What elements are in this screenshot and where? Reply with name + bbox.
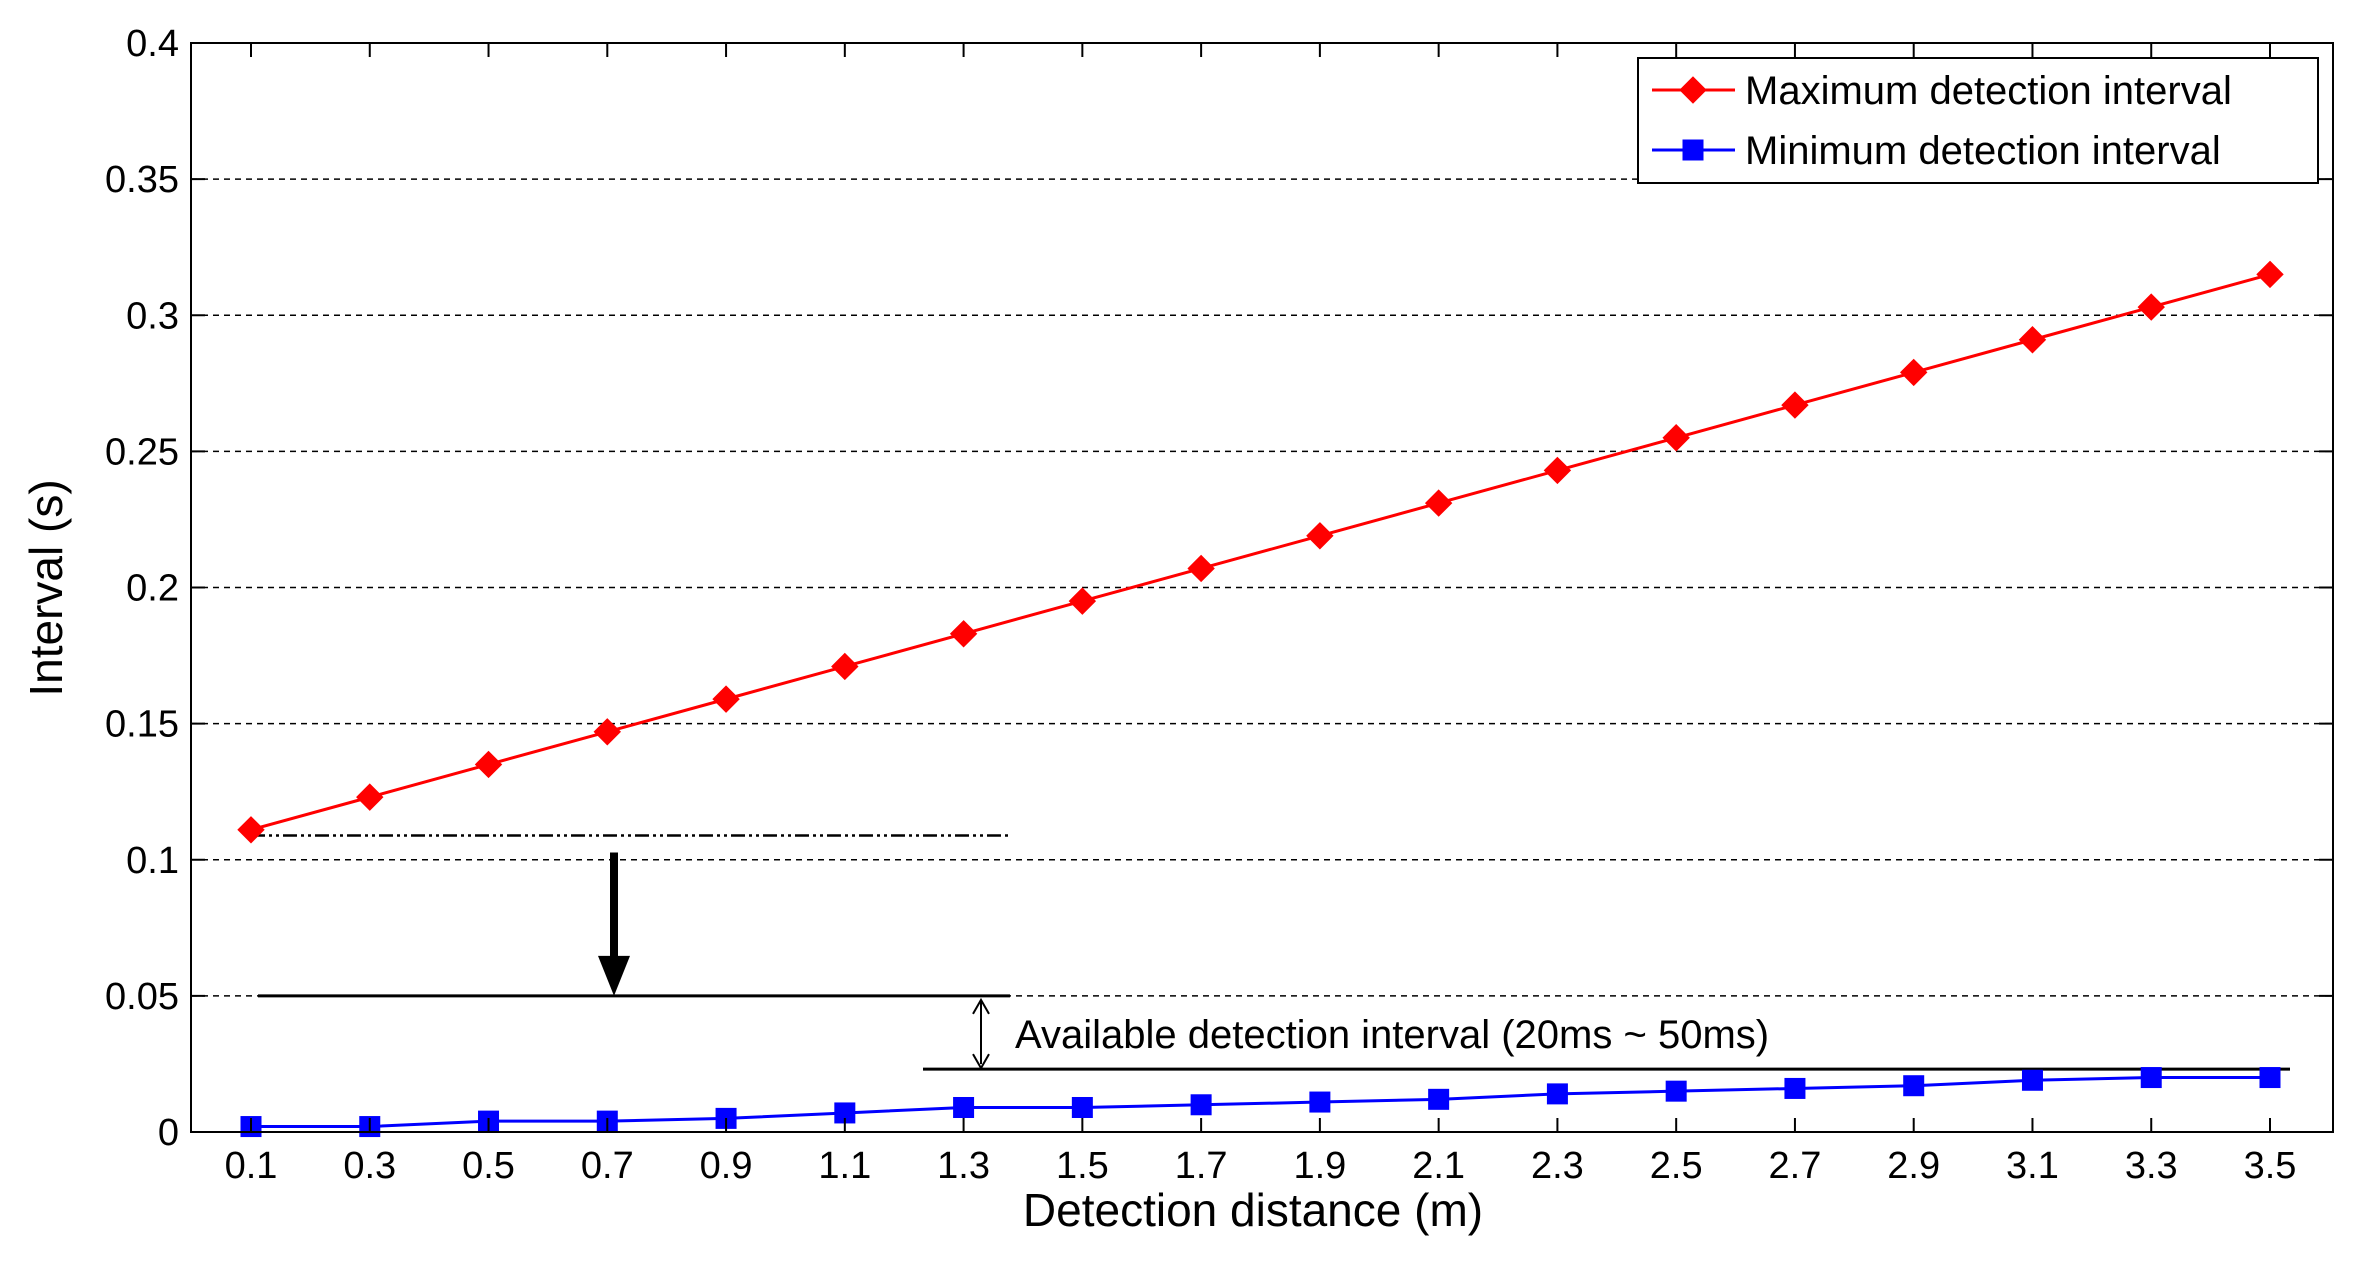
downward-arrow-head [598,955,630,996]
data-point-diamond [1899,358,1928,387]
data-point-square [1071,1096,1093,1118]
x-tick-label: 1.9 [1293,1145,1346,1187]
data-point-diamond [2018,326,2047,354]
x-tick-label: 2.5 [1650,1145,1703,1187]
annotation-label: Available detection interval (20ms ~ 50m… [1015,1013,1769,1057]
data-point-diamond [593,718,622,746]
x-axis-title: Detection distance (m) [1023,1184,1483,1236]
x-tick-label: 3.3 [2125,1145,2178,1187]
data-point-diamond [712,685,740,713]
x-tick-label: 1.7 [1175,1145,1228,1187]
data-point-square [1665,1080,1687,1102]
grid-lines [191,178,2333,997]
data-point-diamond [1424,489,1453,517]
legend-marker-diamond [1679,76,1707,104]
data-point-square [1546,1083,1568,1105]
y-tick-label: 0.05 [105,976,179,1018]
x-tick-label: 1.5 [1056,1145,1109,1187]
x-tick-label: 3.1 [2006,1145,2059,1187]
data-point-diamond [1187,554,1215,583]
y-tick-label: 0.1 [126,840,179,882]
axis-ticks: 0 0.05 0.1 0.15 0.2 0.25 0.3 0.35 0.4 0.1 0.3 0.5 0.… [105,23,2333,1187]
data-point-square [2140,1067,2162,1089]
series-layer [237,260,2284,1138]
data-point-square [1903,1075,1925,1097]
y-tick-label: 0.25 [105,431,179,473]
legend-label: Maximum detection interval [1745,69,2232,113]
data-point-diamond [1306,522,1334,550]
y-tick-label: 0.15 [105,704,179,746]
y-tick-label: 0.35 [105,159,179,201]
x-tick-label: 2.9 [1887,1145,1940,1187]
x-tick-label: 0.1 [225,1145,278,1187]
series-line-maximum [250,272,2271,832]
x-tick-label: 0.3 [343,1145,396,1187]
range-arrow-bottom-head [972,1053,990,1071]
data-point-square [2021,1069,2043,1091]
x-tick-label: 0.7 [581,1145,634,1187]
x-tick-label: 2.1 [1412,1145,1465,1187]
x-tick-label: 0.9 [700,1145,753,1187]
data-point-diamond [2137,293,2165,321]
y-axis-title: Interval (s) [20,479,72,696]
x-tick-label: 1.3 [937,1145,990,1187]
y-tick-label: 0 [158,1112,179,1154]
data-point-square [1784,1077,1806,1099]
x-tick-label: 2.3 [1531,1145,1584,1187]
legend-marker-square [1682,139,1704,161]
y-tick-label: 0.2 [126,568,179,610]
legend: Maximum detection interval Minimum detect… [1637,57,2319,184]
data-point-square [1428,1088,1450,1110]
x-tick-label: 2.7 [1769,1145,1822,1187]
data-point-diamond [356,783,384,811]
data-point-square [1190,1094,1212,1116]
data-point-square [1309,1091,1331,1113]
y-tick-label: 0.4 [126,23,179,65]
data-point-square [953,1096,975,1118]
annotations [251,834,2290,1071]
data-point-diamond [474,750,503,779]
series-line-minimum [251,1076,2270,1129]
data-point-diamond [1068,587,1097,615]
legend-box [1637,57,2319,184]
x-tick-label: 1.1 [818,1145,871,1187]
data-point-diamond [1662,424,1690,452]
data-point-diamond [2256,260,2284,289]
range-arrow-top-head [972,997,990,1015]
y-tick-label: 0.3 [126,295,179,337]
data-point-diamond [237,816,265,844]
data-point-square [2259,1067,2281,1089]
x-tick-label: 0.5 [462,1145,515,1187]
data-point-diamond [1543,456,1572,485]
data-point-diamond [831,652,859,681]
data-point-diamond [949,620,978,648]
legend-label: Minimum detection interval [1745,129,2221,173]
x-tick-label: 3.5 [2244,1145,2297,1187]
data-point-diamond [1781,391,1809,419]
